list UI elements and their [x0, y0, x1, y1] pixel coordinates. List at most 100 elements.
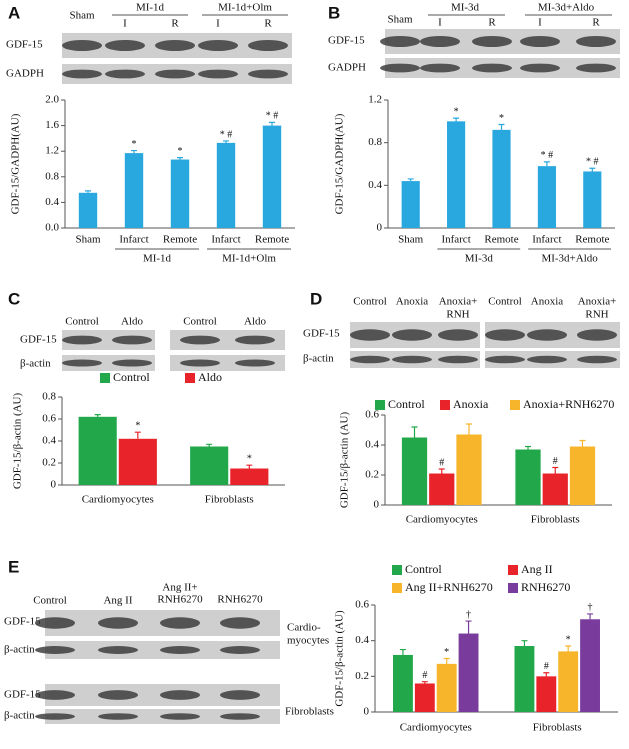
- bar: [393, 654, 413, 712]
- bar: [542, 473, 568, 505]
- blot-strip: [170, 330, 285, 350]
- x-tick-label: Sham: [398, 234, 424, 246]
- blot-group-label: MI-3d+Aldo: [538, 2, 595, 14]
- y-tick-label: 1.2: [368, 94, 382, 106]
- group-label: MI-3d+Aldo: [541, 253, 598, 265]
- lane-label: RNH: [446, 309, 469, 321]
- blot-band: [35, 690, 75, 700]
- annotation: †: [466, 609, 471, 620]
- row-label: GDF-15: [20, 334, 57, 346]
- blot-band: [420, 63, 460, 73]
- error-bar: [465, 620, 472, 634]
- row-label: β-actin: [303, 353, 334, 365]
- error-bar: [465, 423, 472, 435]
- blot-band: [98, 713, 138, 720]
- error-bar: [565, 645, 572, 652]
- group-label: MI-1d: [143, 253, 172, 265]
- row-label: β-actin: [4, 710, 35, 722]
- error-bar: [246, 464, 253, 469]
- blot-band: [35, 713, 75, 720]
- blot-band: [420, 36, 460, 47]
- lane-label: R: [592, 17, 600, 29]
- x-tick-label: Infarct: [211, 234, 240, 246]
- bar: [401, 437, 428, 505]
- blot-band: [472, 63, 512, 73]
- blot-band: [235, 359, 275, 367]
- y-tick-label: 0: [377, 222, 383, 234]
- lane-label: Control: [183, 316, 217, 328]
- error-bar: [206, 443, 213, 447]
- x-tick-label: Fibroblasts: [205, 494, 254, 506]
- error-bar: [587, 613, 594, 620]
- blot-band: [438, 355, 478, 364]
- annotation: *: [454, 106, 459, 117]
- lane-label: Ang II+: [162, 582, 197, 594]
- y-tick-label: 0: [51, 479, 57, 491]
- annotation: *: [566, 634, 571, 645]
- error-bar: [94, 414, 101, 417]
- blot-group-label: MI-3d: [451, 2, 480, 14]
- group-label: MI-1d+Olm: [222, 253, 276, 265]
- bar: [414, 683, 435, 712]
- y-tick-label: 0: [364, 706, 370, 718]
- blot-band: [220, 617, 260, 629]
- blot-band: [198, 40, 238, 51]
- blot-band: [160, 713, 200, 720]
- blot-band: [392, 355, 432, 364]
- bar: [262, 125, 282, 228]
- bar: [447, 121, 466, 228]
- error-bar: [411, 426, 418, 438]
- annotation: *: [178, 146, 183, 157]
- legend-swatch: [375, 400, 385, 410]
- legend-label: RNH6270: [521, 580, 570, 594]
- error-bar: [579, 439, 586, 447]
- legend-swatch: [508, 565, 518, 575]
- lane-label: I: [438, 17, 442, 29]
- blot-band: [520, 63, 560, 73]
- blot-band: [527, 329, 567, 341]
- error-bar: [453, 117, 460, 122]
- annotation: * #: [541, 150, 554, 161]
- x-tick-label: Remote: [575, 234, 609, 246]
- side-label: myocytes: [287, 635, 329, 647]
- bar: [429, 473, 455, 505]
- error-bar: [525, 445, 532, 450]
- legend-label: Control: [113, 370, 150, 384]
- legend-label: Ang II: [521, 562, 553, 576]
- lane-label: R: [488, 17, 496, 29]
- legend-label: Aldo: [198, 370, 222, 384]
- y-axis-label: GDF-15/β-actin (AU): [12, 393, 24, 490]
- y-tick-label: 1.6: [45, 119, 59, 131]
- blot-band: [105, 69, 145, 79]
- x-tick-label: Infarct: [441, 234, 470, 246]
- blot-band: [380, 63, 420, 73]
- lane-label: R: [171, 18, 179, 30]
- blot-band: [35, 617, 75, 629]
- blot-strip: [62, 330, 155, 350]
- bar: [558, 651, 579, 712]
- lane-label: Aldo: [244, 316, 267, 328]
- lane-label: Control: [33, 595, 67, 607]
- blot-band: [198, 69, 238, 79]
- row-label: β-actin: [20, 358, 51, 370]
- blot-group-label: Sham: [69, 10, 95, 22]
- blot-band: [112, 359, 152, 367]
- error-bar: [223, 140, 229, 143]
- bar: [216, 142, 236, 228]
- error-bar: [407, 178, 414, 182]
- group-label: MI-3d: [465, 253, 494, 265]
- bar: [515, 449, 541, 505]
- blot-band: [235, 335, 275, 345]
- annotation: #: [544, 661, 549, 672]
- bar: [78, 416, 117, 485]
- blot-band: [220, 690, 260, 700]
- side-label: Fibroblasts: [285, 706, 334, 718]
- legend-swatch: [392, 565, 402, 575]
- y-tick-label: 0.2: [42, 457, 56, 469]
- error-bar: [85, 190, 91, 193]
- error-bar: [438, 468, 445, 474]
- x-tick-label: Remote: [163, 234, 197, 246]
- error-bar: [589, 167, 596, 172]
- lane-label: RNH: [585, 309, 608, 321]
- blot-band: [62, 40, 102, 51]
